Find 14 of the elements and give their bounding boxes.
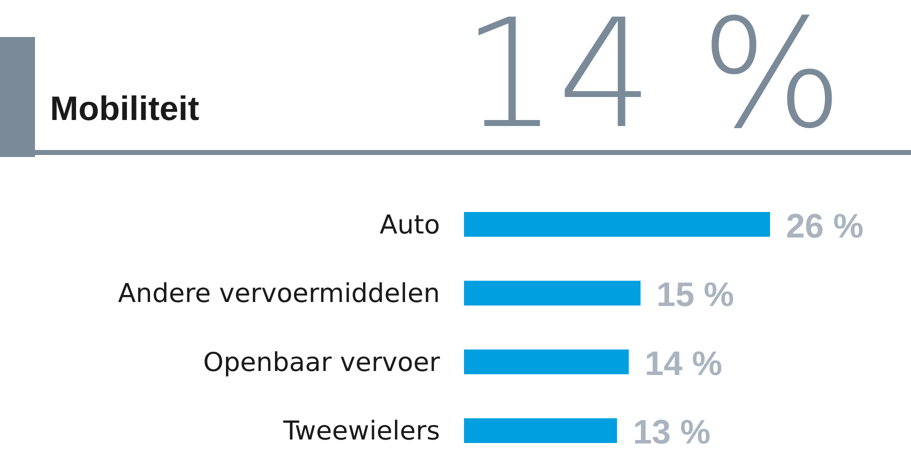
bar xyxy=(464,350,629,374)
y-tick-label: Auto xyxy=(380,210,440,240)
data-label: 15 % xyxy=(656,276,734,314)
y-tick-label: Tweewielers xyxy=(282,416,440,447)
data-label: 26 % xyxy=(786,207,864,246)
data-label: 13 % xyxy=(633,414,710,449)
y-tick-label: Openbaar vervoer xyxy=(203,348,440,378)
text: Mobiliteit xyxy=(50,90,200,128)
text: 14 % xyxy=(462,0,844,162)
data-label: 14 % xyxy=(644,344,722,383)
bar xyxy=(464,212,770,237)
bar xyxy=(464,418,617,443)
bar xyxy=(464,280,641,306)
y-tick-label: Andere vervoermiddelen xyxy=(118,279,440,310)
